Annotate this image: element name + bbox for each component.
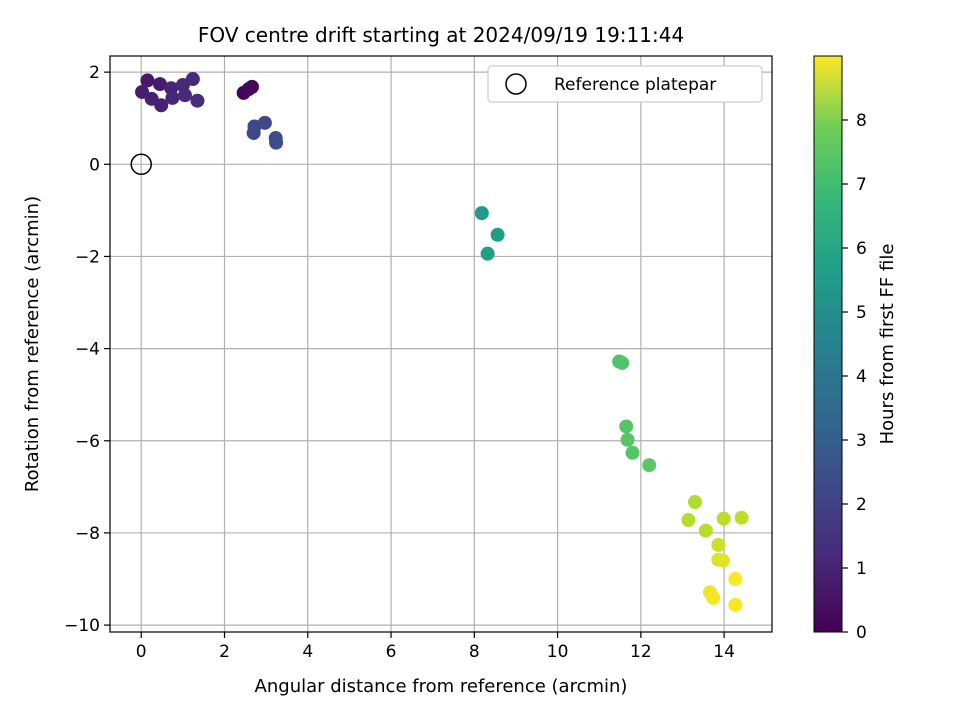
x-tick-label: 2	[219, 642, 230, 662]
data-point	[490, 227, 505, 242]
data-point	[716, 511, 731, 526]
data-point	[152, 77, 167, 92]
legend-box	[487, 65, 763, 103]
data-point	[681, 513, 696, 528]
x-axis-label: Angular distance from reference (arcmin)	[255, 676, 628, 697]
data-point	[706, 590, 721, 605]
data-point	[625, 445, 640, 460]
y-axis-label: Rotation from reference (arcmin)	[22, 196, 43, 492]
y-tick-label: −2	[75, 247, 100, 267]
colorbar-tick-label: 4	[856, 367, 867, 387]
data-point	[177, 88, 192, 103]
data-point	[474, 206, 489, 221]
colorbar-tick-label: 7	[856, 175, 867, 195]
x-tick-label: 6	[386, 642, 397, 662]
data-point	[728, 572, 743, 587]
y-tick-label: 0	[89, 155, 100, 175]
legend-label: Reference platepar	[554, 75, 716, 95]
reference-point-marker	[130, 153, 152, 176]
data-point	[480, 246, 495, 261]
data-points	[135, 72, 749, 612]
data-point	[734, 510, 749, 525]
y-tick-label: −6	[75, 432, 100, 452]
x-tick-label: 12	[630, 642, 652, 662]
y-tick-label: −10	[64, 616, 100, 636]
colorbar-tick-label: 8	[856, 111, 867, 131]
data-point	[140, 73, 155, 88]
x-tick-label: 14	[713, 642, 735, 662]
axis-ticks: 0 2 4 6 8 10 12 14 2 0 −2 −4 −6 −8 −10	[64, 63, 735, 662]
chart-title: FOV centre drift starting at 2024/09/19 …	[198, 23, 684, 47]
colorbar: 0 1 2 3 4 5 6 7 8 Hours from first FF file	[813, 55, 898, 643]
data-point	[190, 93, 205, 108]
x-tick-label: 10	[547, 642, 569, 662]
data-point	[185, 72, 200, 87]
colorbar-label: Hours from first FF file	[877, 244, 898, 445]
legend-reference-marker	[505, 73, 527, 95]
reference-marker-group	[130, 153, 152, 176]
data-point	[620, 432, 635, 447]
data-point	[246, 125, 261, 140]
data-point	[711, 537, 726, 552]
data-point	[257, 115, 272, 130]
plot-frame	[109, 55, 773, 633]
x-tick-label: 0	[136, 642, 147, 662]
data-point	[687, 495, 702, 510]
data-point	[698, 523, 713, 538]
y-tick-label: 2	[89, 63, 100, 83]
colorbar-tick-label: 0	[856, 623, 867, 643]
data-point	[615, 355, 630, 370]
grid	[110, 56, 772, 632]
data-point	[165, 90, 180, 105]
y-tick-label: −4	[75, 340, 100, 360]
data-point	[244, 79, 259, 94]
colorbar-tick-label: 3	[856, 431, 867, 451]
colorbar-gradient	[813, 55, 843, 633]
colorbar-tick-label: 1	[856, 559, 867, 579]
colorbar-ticks: 0 1 2 3 4 5 6 7 8	[842, 111, 867, 643]
colorbar-tick-label: 6	[856, 239, 867, 259]
y-tick-label: −8	[75, 524, 100, 544]
colorbar-tick-label: 5	[856, 303, 867, 323]
data-point	[715, 553, 730, 568]
data-point	[619, 419, 634, 434]
data-point	[154, 98, 169, 113]
x-tick-label: 4	[302, 642, 313, 662]
data-point	[642, 458, 657, 473]
data-point	[728, 597, 743, 612]
data-point	[269, 135, 284, 150]
x-tick-label: 8	[469, 642, 480, 662]
legend: Reference platepar	[487, 65, 763, 103]
colorbar-tick-label: 2	[856, 495, 867, 515]
